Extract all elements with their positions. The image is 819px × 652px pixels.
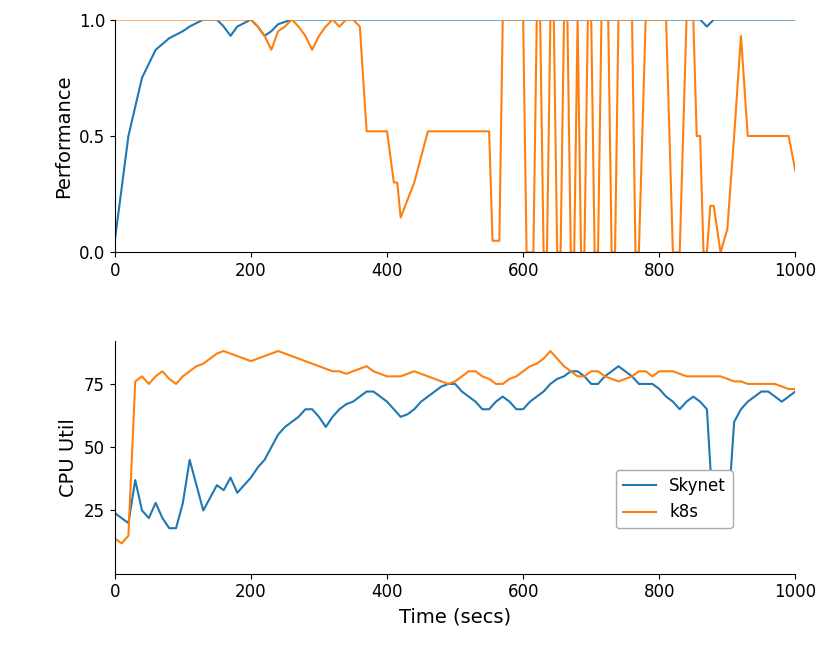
- k8s: [164, 375, 174, 383]
- Skynet: [287, 418, 296, 426]
- Skynet: [592, 380, 602, 388]
- k8s: [790, 385, 799, 393]
- Skynet: [110, 509, 120, 517]
- k8s: [532, 360, 541, 368]
- Skynet: [613, 363, 622, 370]
- k8s: [219, 347, 229, 355]
- k8s: [600, 372, 609, 380]
- Skynet: [524, 398, 534, 406]
- Line: Skynet: Skynet: [115, 366, 794, 528]
- X-axis label: Time (secs): Time (secs): [399, 607, 510, 626]
- Y-axis label: CPU Util: CPU Util: [59, 418, 79, 497]
- k8s: [110, 535, 120, 542]
- k8s: [116, 539, 126, 547]
- Skynet: [164, 524, 174, 532]
- k8s: [293, 355, 303, 363]
- Legend: Skynet, k8s: Skynet, k8s: [615, 470, 731, 528]
- Y-axis label: Performance: Performance: [54, 74, 73, 198]
- Line: k8s: k8s: [115, 351, 794, 543]
- Skynet: [429, 387, 439, 395]
- Skynet: [790, 387, 799, 395]
- k8s: [436, 378, 446, 385]
- Skynet: [633, 380, 643, 388]
- Skynet: [157, 514, 167, 522]
- k8s: [633, 367, 643, 375]
